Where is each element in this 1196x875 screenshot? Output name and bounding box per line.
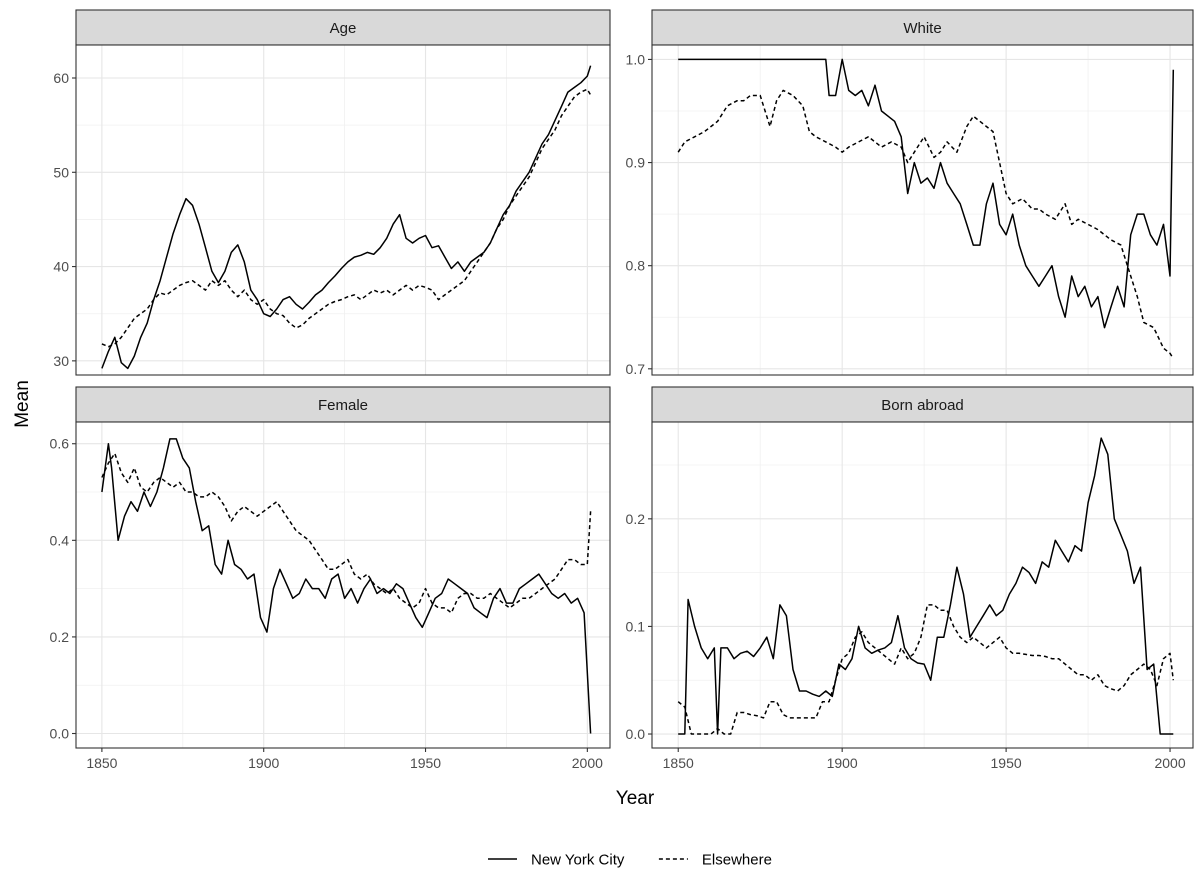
y-tick-label: 0.2	[50, 629, 70, 645]
panel-born-abroad: Born abroad 0.0 0.1 0.2 1850 1900 1950 2000	[626, 386, 1194, 771]
y-tick-label: 0.8	[626, 258, 646, 274]
strip-age	[75, 9, 611, 46]
y-tick-label: 60	[53, 70, 69, 86]
series-line-new-york-city	[678, 58, 1175, 329]
panel-border	[75, 44, 611, 376]
series-lines	[677, 437, 1175, 735]
strip-white	[651, 9, 1194, 46]
y-tick-label: 0.6	[50, 436, 70, 452]
strip-born-abroad	[651, 386, 1194, 423]
x-axis-title: Year	[616, 788, 655, 809]
panel-white: White 0.7 0.8 0.9 1.0	[626, 9, 1194, 377]
panel-age: Age 30 40 50 60	[53, 9, 611, 376]
y-tick-label: 0.0	[626, 726, 646, 742]
y-tick-label: 0.4	[50, 532, 70, 548]
plot-background	[76, 422, 610, 748]
series-line-elsewhere	[677, 89, 1174, 359]
plot-background	[76, 45, 610, 375]
plot-background	[652, 45, 1193, 375]
y-tick-label: 0.9	[626, 155, 646, 171]
series-lines	[101, 65, 592, 370]
y-tick-label: 0.1	[626, 618, 646, 634]
legend-item-new-york-city: New York City	[488, 852, 625, 869]
series-line-elsewhere	[101, 88, 592, 348]
series-line-new-york-city	[101, 438, 592, 734]
series-lines	[677, 58, 1175, 359]
series-line-new-york-city	[678, 437, 1174, 735]
strip-label: Female	[318, 397, 368, 414]
x-tick-label: 1950	[991, 755, 1022, 771]
y-axis-title: Mean	[12, 380, 33, 428]
legend-label: New York City	[531, 852, 625, 869]
y-tick-label: 0.2	[626, 511, 646, 527]
y-tick-label: 40	[53, 259, 69, 275]
panel-female: Female 0.0 0.2 0.4 0.6 1850 1900 1950 2000	[50, 386, 611, 771]
x-tick-label: 1950	[410, 755, 441, 771]
gridlines	[652, 422, 1193, 748]
x-tick-label: 1900	[248, 755, 279, 771]
x-tick-label: 1850	[663, 755, 694, 771]
y-tick-label: 0.7	[626, 361, 646, 377]
y-tick-label: 30	[53, 353, 69, 369]
y-tick-label: 1.0	[626, 51, 646, 67]
x-tick-label: 1900	[827, 755, 858, 771]
y-tick-label: 50	[53, 164, 69, 180]
panel-border	[75, 421, 611, 749]
panel-border	[651, 44, 1194, 376]
panel-border	[651, 421, 1194, 749]
y-tick-label: 0.0	[50, 726, 70, 742]
plot-background	[652, 422, 1193, 748]
strip-label: Born abroad	[881, 397, 964, 414]
x-tick-label: 2000	[1154, 755, 1185, 771]
series-line-new-york-city	[101, 65, 592, 370]
panels: Age 30 40 50 60 White 0.7 0.8 0.9 1.0 Female 0.0 0.2…	[50, 9, 1194, 771]
series-lines	[101, 438, 592, 734]
strip-label: White	[903, 20, 941, 37]
strip-female	[75, 386, 611, 423]
gridlines	[76, 45, 610, 375]
strip-label: Age	[330, 20, 357, 37]
legend-label: Elsewhere	[702, 852, 772, 869]
x-tick-label: 1850	[86, 755, 117, 771]
series-line-elsewhere	[101, 452, 592, 614]
legend-item-elsewhere: Elsewhere	[658, 852, 772, 869]
legend: New York City Elsewhere	[488, 852, 772, 869]
series-line-elsewhere	[677, 604, 1175, 735]
x-tick-label: 2000	[572, 755, 603, 771]
